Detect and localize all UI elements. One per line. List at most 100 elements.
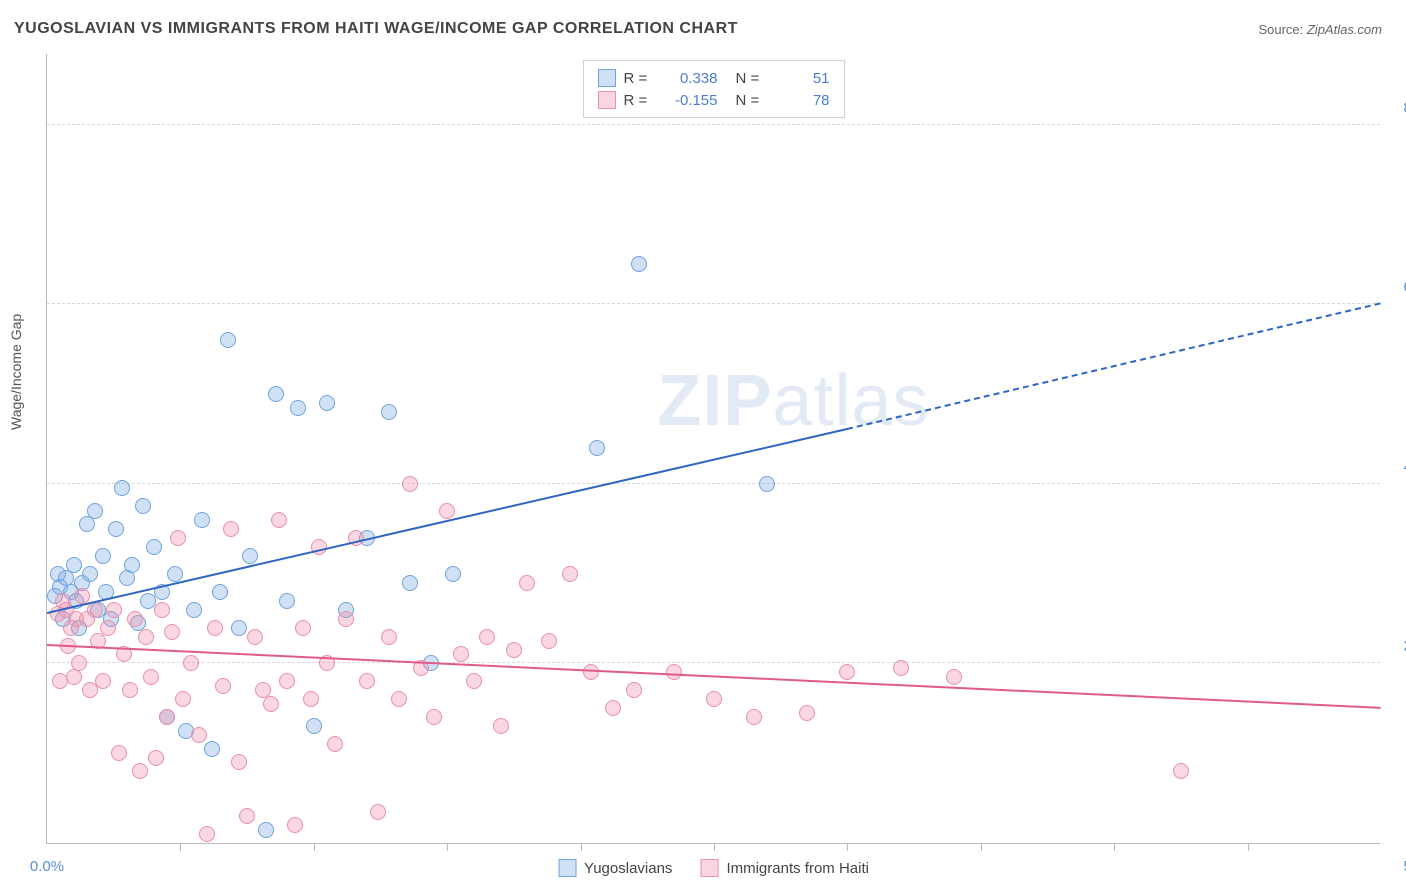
- data-point: [220, 332, 236, 348]
- gridline: [47, 303, 1380, 304]
- y-tick-label: 40.0%: [1386, 458, 1406, 475]
- data-point: [138, 629, 154, 645]
- data-point: [186, 602, 202, 618]
- x-tick: [180, 843, 181, 851]
- data-point: [114, 480, 130, 496]
- legend-r-value: 0.338: [662, 70, 718, 87]
- x-tick: [847, 843, 848, 851]
- y-axis-label: Wage/Income Gap: [8, 314, 24, 430]
- x-tick-label: 50.0%: [1386, 858, 1406, 875]
- gridline: [47, 483, 1380, 484]
- data-point: [279, 673, 295, 689]
- gridline: [47, 662, 1380, 663]
- data-point: [167, 566, 183, 582]
- data-point: [258, 822, 274, 838]
- data-point: [154, 602, 170, 618]
- y-tick-label: 60.0%: [1386, 279, 1406, 296]
- data-point: [479, 629, 495, 645]
- data-point: [124, 557, 140, 573]
- data-point: [287, 817, 303, 833]
- data-point: [183, 655, 199, 671]
- series-legend: Yugoslavians Immigrants from Haiti: [558, 859, 869, 877]
- data-point: [562, 566, 578, 582]
- data-point: [439, 503, 455, 519]
- data-point: [146, 539, 162, 555]
- data-point: [381, 629, 397, 645]
- data-point: [402, 575, 418, 591]
- watermark: ZIPatlas: [657, 360, 929, 442]
- data-point: [135, 498, 151, 514]
- data-point: [231, 620, 247, 636]
- watermark-thin: atlas: [772, 361, 929, 441]
- data-point: [290, 400, 306, 416]
- legend-series-name: Yugoslavians: [584, 860, 672, 877]
- data-point: [338, 611, 354, 627]
- data-point: [589, 440, 605, 456]
- data-point: [370, 804, 386, 820]
- data-point: [319, 395, 335, 411]
- data-point: [303, 691, 319, 707]
- legend-item: Immigrants from Haiti: [700, 859, 869, 877]
- x-tick: [581, 843, 582, 851]
- data-point: [327, 736, 343, 752]
- data-point: [148, 750, 164, 766]
- x-tick: [714, 843, 715, 851]
- data-point: [706, 691, 722, 707]
- data-point: [191, 727, 207, 743]
- data-point: [506, 642, 522, 658]
- data-point: [247, 629, 263, 645]
- data-point: [268, 386, 284, 402]
- data-point: [381, 404, 397, 420]
- data-point: [95, 548, 111, 564]
- x-tick: [1248, 843, 1249, 851]
- data-point: [108, 521, 124, 537]
- legend-row: R =-0.155N =78: [598, 89, 830, 111]
- data-point: [541, 633, 557, 649]
- data-point: [170, 530, 186, 546]
- data-point: [391, 691, 407, 707]
- data-point: [946, 669, 962, 685]
- data-point: [626, 682, 642, 698]
- data-point: [295, 620, 311, 636]
- data-point: [106, 602, 122, 618]
- legend-item: Yugoslavians: [558, 859, 672, 877]
- data-point: [426, 709, 442, 725]
- data-point: [1173, 763, 1189, 779]
- data-point: [402, 476, 418, 492]
- data-point: [799, 705, 815, 721]
- legend-swatch: [700, 859, 718, 877]
- source-credit: Source: ZipAtlas.com: [1258, 22, 1382, 37]
- source-prefix: Source:: [1258, 22, 1306, 37]
- data-point: [132, 763, 148, 779]
- data-point: [631, 256, 647, 272]
- legend-n-label: N =: [736, 70, 766, 87]
- x-tick: [1114, 843, 1115, 851]
- data-point: [893, 660, 909, 676]
- data-point: [493, 718, 509, 734]
- data-point: [359, 673, 375, 689]
- trend-line: [47, 428, 848, 614]
- data-point: [759, 476, 775, 492]
- data-point: [215, 678, 231, 694]
- legend-r-label: R =: [624, 92, 654, 109]
- y-tick-label: 20.0%: [1386, 638, 1406, 655]
- data-point: [143, 669, 159, 685]
- x-tick: [447, 843, 448, 851]
- data-point: [466, 673, 482, 689]
- legend-swatch: [598, 91, 616, 109]
- data-point: [605, 700, 621, 716]
- x-tick: [314, 843, 315, 851]
- data-point: [231, 754, 247, 770]
- data-point: [122, 682, 138, 698]
- data-point: [175, 691, 191, 707]
- trend-line: [847, 302, 1381, 430]
- legend-row: R =0.338N =51: [598, 67, 830, 89]
- data-point: [159, 709, 175, 725]
- data-point: [242, 548, 258, 564]
- data-point: [746, 709, 762, 725]
- legend-n-label: N =: [736, 92, 766, 109]
- data-point: [279, 593, 295, 609]
- data-point: [100, 620, 116, 636]
- data-point: [453, 646, 469, 662]
- data-point: [239, 808, 255, 824]
